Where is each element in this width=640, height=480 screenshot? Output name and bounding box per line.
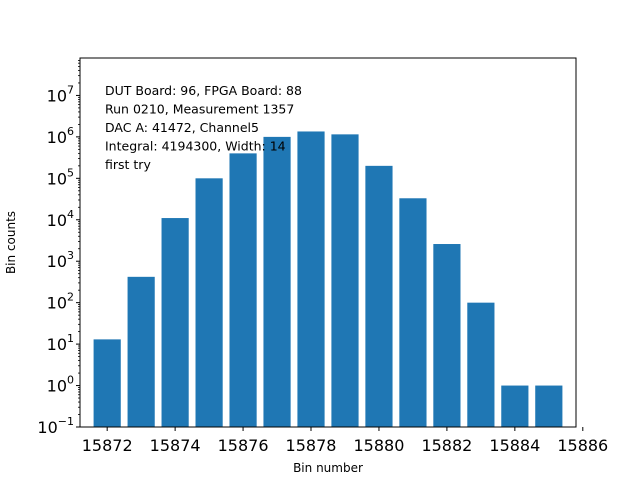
bar-15873 [127,276,155,427]
x-tick-label: 15874 [150,436,201,455]
annotation-line: DAC A: 41472, Channel5 [105,120,259,135]
bar-15875 [195,178,223,427]
y-tick-label: 102 [47,291,74,313]
annotation-line: DUT Board: 96, FPGA Board: 88 [105,83,302,98]
y-tick-label: 101 [47,332,74,354]
bar-15874 [161,218,189,427]
y-tick-label: 105 [47,166,74,188]
x-tick-label: 15882 [421,436,472,455]
bar-15882 [433,244,461,427]
annotation-line: Integral: 4194300, Width: 14 [105,139,286,154]
bar-15885 [535,385,563,427]
bar-15876 [229,153,257,427]
bar-15884 [501,385,529,427]
y-tick-label: 104 [47,208,74,230]
bar-15878 [297,131,325,427]
x-ticks: 15872 15874 15876 15878 15880 15882 15884 15886 [82,427,608,455]
x-tick-label: 15886 [557,436,608,455]
bar-15872 [93,339,121,427]
bar-15877 [263,136,291,427]
x-tick-label: 15872 [82,436,133,455]
annotations: DUT Board: 96, FPGA Board: 88 Run 0210, M… [105,83,302,172]
y-ticks: 10−1 100 101 102 103 104 105 106 107 [37,83,80,437]
annotation-line: Run 0210, Measurement 1357 [105,102,294,117]
x-tick-label: 15884 [489,436,540,455]
x-axis-label: Bin number [293,461,363,475]
bar-15879 [331,134,359,428]
bars [93,131,563,428]
y-tick-label: 106 [47,125,74,147]
x-tick-label: 15880 [354,436,405,455]
y-axis-label: Bin counts [4,211,18,274]
x-tick-label: 15878 [286,436,337,455]
y-tick-label: 100 [47,374,74,396]
bar-15881 [399,198,427,427]
y-tick-label: 103 [47,249,74,271]
plot-frame [79,57,577,428]
x-tick-label: 15876 [218,436,269,455]
y-tick-label: 10−1 [37,415,74,437]
bar-15883 [467,302,495,427]
annotation-line: first try [105,157,151,172]
y-tick-label: 107 [47,83,74,105]
bar-15880 [365,165,393,427]
